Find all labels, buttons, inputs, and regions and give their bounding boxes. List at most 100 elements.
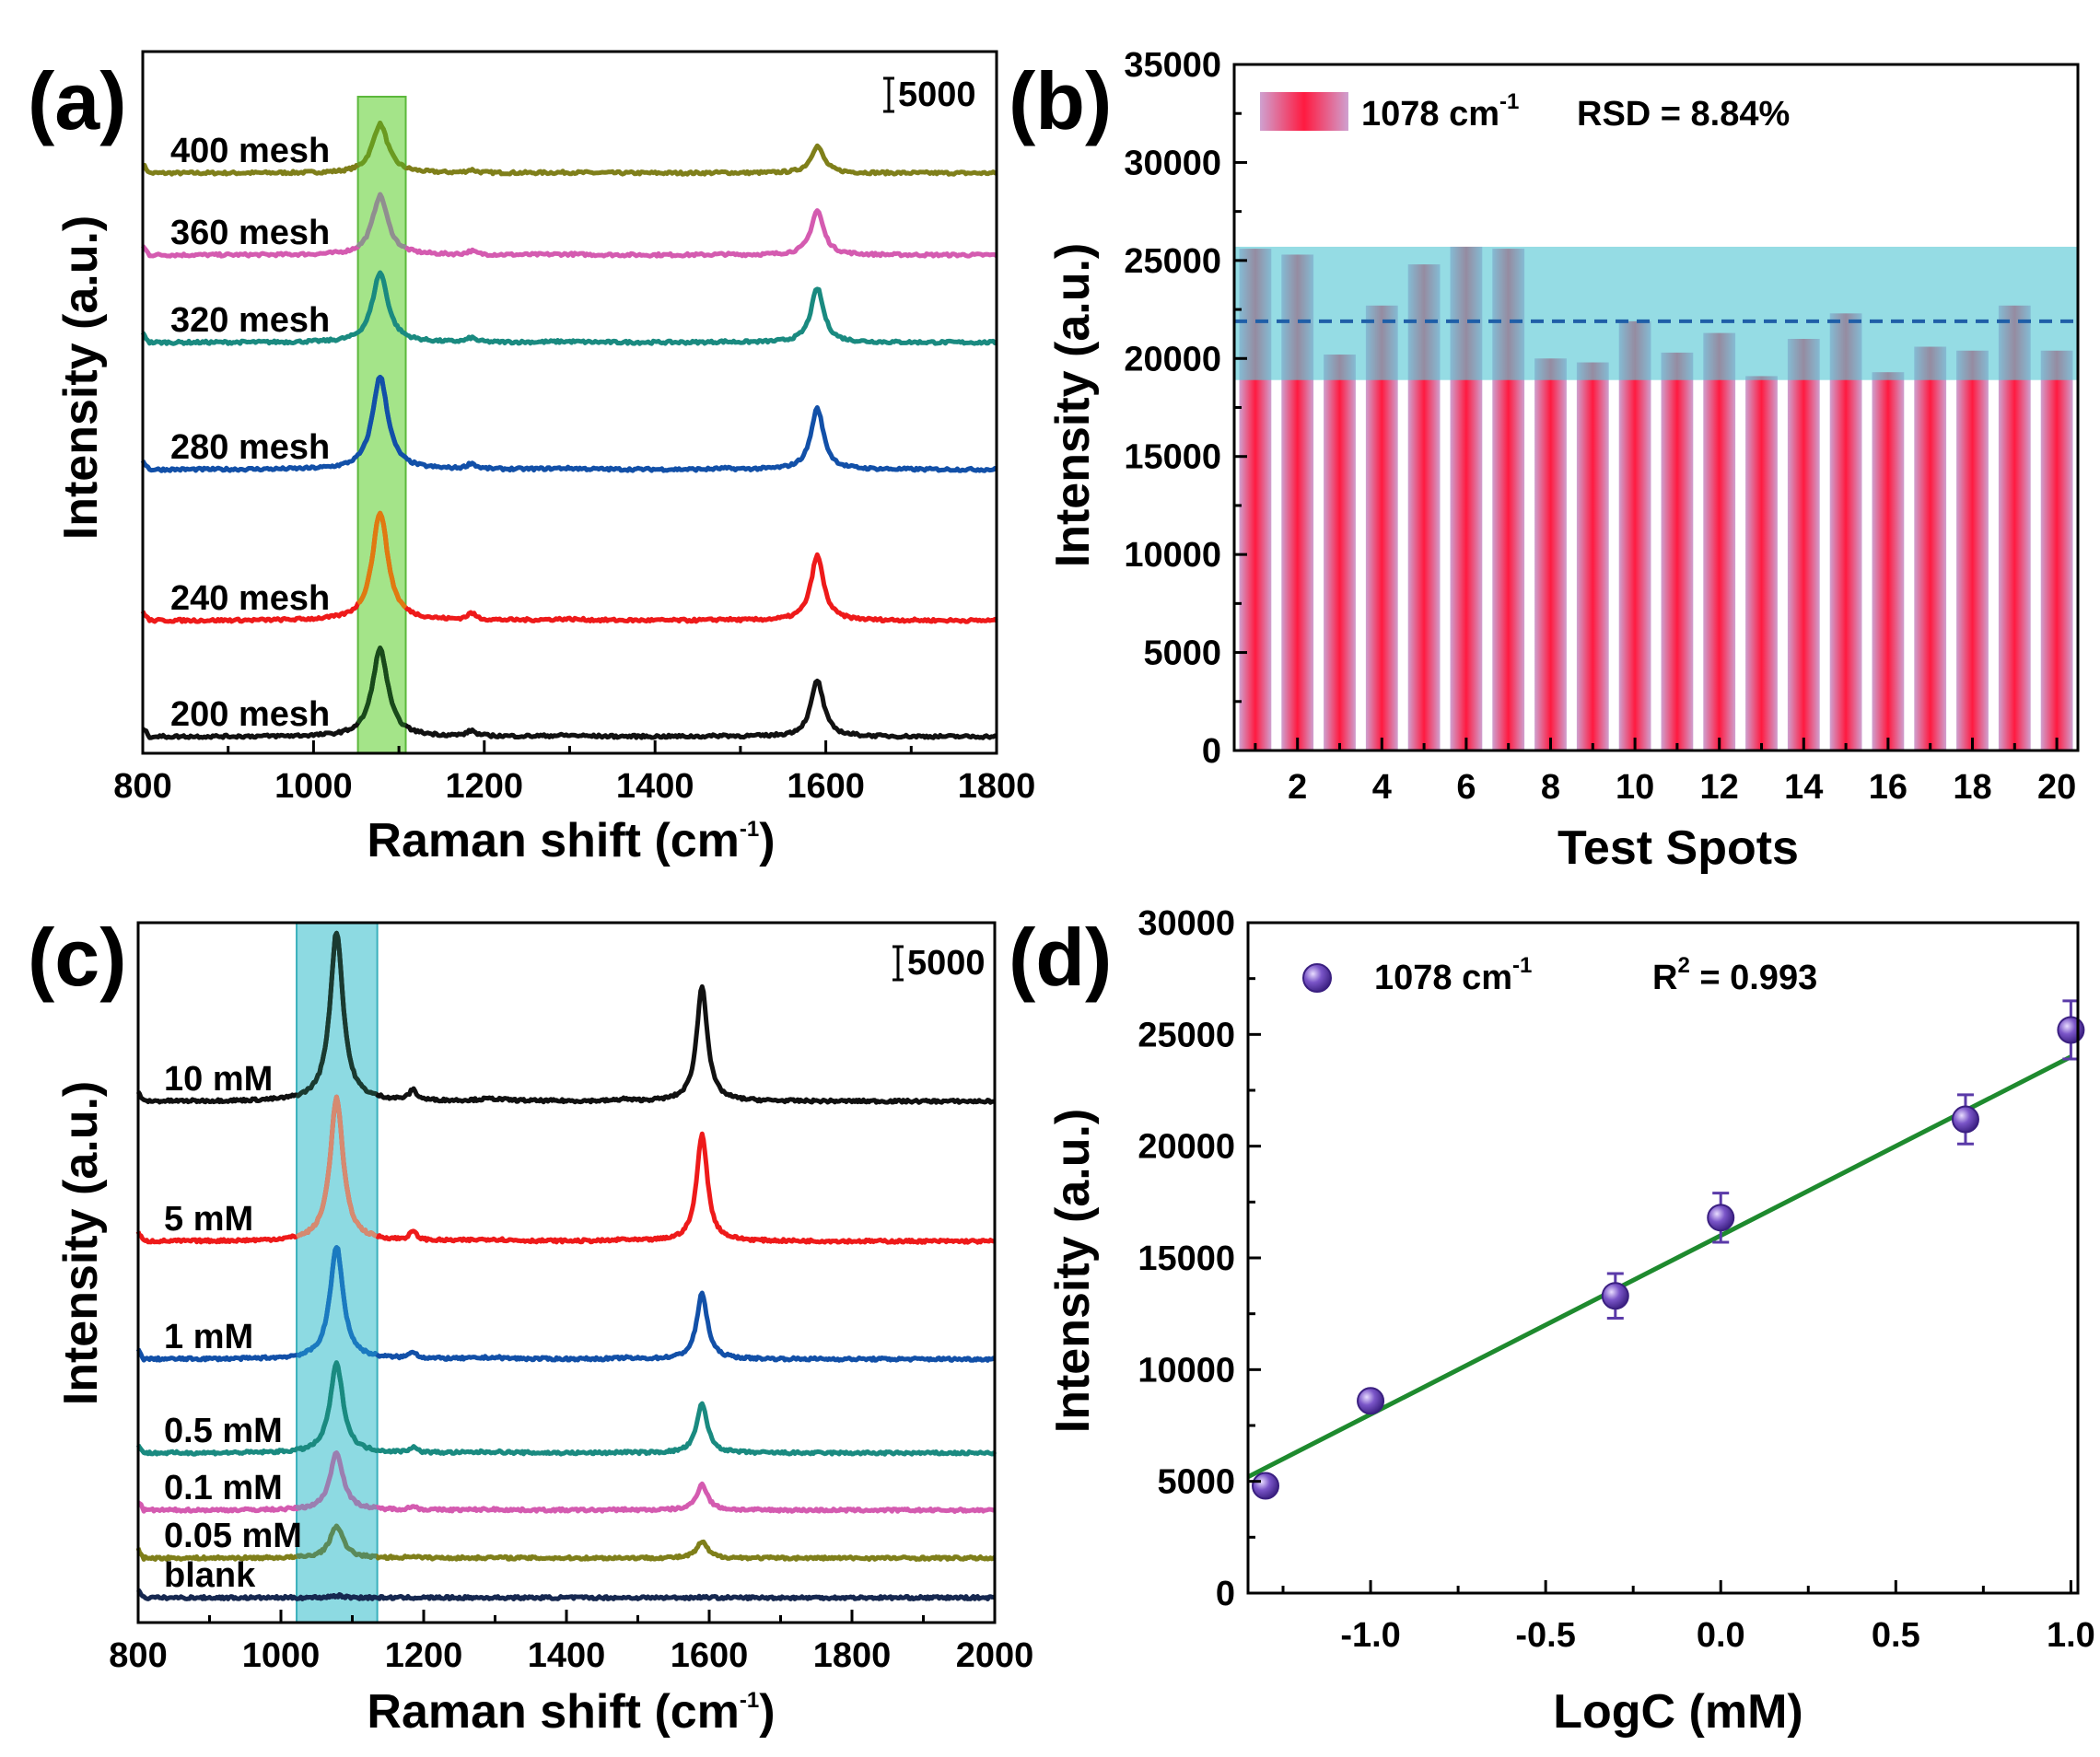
panel-d-points	[1252, 999, 2085, 1500]
spectrum-peak-highlight-3	[296, 1360, 378, 1453]
panel-a-y-axis-title: Intensity (a.u.)	[54, 215, 108, 540]
trace-label-1: 5 mM	[164, 1200, 253, 1239]
bar-spot-13	[1745, 376, 1778, 751]
panel-c-scale-bar: 5000	[892, 944, 986, 983]
spectrum-peak-highlight-2	[296, 1245, 379, 1358]
spectrum-peak-highlight-1	[356, 192, 407, 250]
x-tick-label: 1200	[446, 767, 524, 806]
bar-spot-3	[1324, 355, 1356, 751]
panel-a-highlight-band	[356, 96, 407, 754]
y-tick-label: 5000	[1143, 634, 1221, 673]
y-tick-label: 25000	[1124, 242, 1221, 281]
bar-spot-20	[2040, 350, 2073, 751]
x-tick-label: 14	[1784, 768, 1823, 807]
trace-label-5: 200 mesh	[170, 695, 330, 734]
trace-label-2: 1 mM	[164, 1318, 253, 1356]
panel-c-highlight-band	[296, 922, 379, 1623]
panel-b-y-ticks: 0 5000 10000 15000 20000 25000 30000 35000	[1124, 46, 1247, 771]
x-tick-label: 1400	[528, 1636, 606, 1675]
data-point-3	[1707, 1204, 1735, 1232]
trace-label-4: 240 mesh	[170, 579, 330, 618]
panel-b-legend: 1078 cm-1 RSD = 8.84%	[1260, 89, 1790, 134]
x-tick-label: 12	[1700, 768, 1739, 807]
y-tick-label: 35000	[1124, 46, 1221, 85]
y-tick-label: 10000	[1138, 1351, 1235, 1390]
panel-d-x-axis-title: LogC (mM)	[1553, 1685, 1802, 1739]
x-tick-label: 1800	[813, 1636, 892, 1675]
panel-b-legend-swatch	[1260, 92, 1348, 131]
y-tick-label: 20000	[1138, 1128, 1235, 1167]
trace-label-2: 320 mesh	[170, 301, 330, 340]
data-point-2	[1601, 1282, 1629, 1310]
y-tick-label: 0	[1202, 732, 1221, 771]
bar-spot-15	[1829, 313, 1862, 751]
panel-a-traces	[140, 121, 998, 740]
panel-a: (a) 400 mesh 360 mesh 320 mesh 280 mesh 240 …	[28, 50, 1035, 867]
panel-b-x-axis-title: Test Spots	[1558, 821, 1799, 875]
panel-d-y-ticks: 0 5000 10000 15000 20000 25000 30000	[1138, 904, 1261, 1613]
spectrum-trace-3	[140, 375, 998, 473]
x-tick-label: 1.0	[2047, 1616, 2095, 1655]
panel-b-plot-frame	[1232, 63, 2080, 752]
panel-a-scale-bar-value: 5000	[898, 76, 976, 114]
spectrum-peak-highlight-6	[296, 1592, 378, 1601]
x-tick-label: 800	[113, 767, 171, 806]
x-tick-label: 1000	[242, 1636, 321, 1675]
bar-spot-14	[1787, 339, 1820, 751]
panel-d-x-ticks: -1.0 -0.5 0.0 0.5 1.0	[1281, 1580, 2095, 1655]
y-tick-label: 15000	[1124, 438, 1221, 477]
spectrum-trace-5	[141, 646, 998, 740]
spectrum-peak-highlight-5	[356, 646, 407, 728]
panel-d-fit-line	[1246, 1054, 2072, 1480]
trace-label-3: 280 mesh	[170, 428, 330, 467]
panel-c: (c) 10 mM 5 mM 1 mM 0.5 mM 0.1 mM 0.05 mMblan…	[28, 912, 1033, 1739]
x-tick-label: 4	[1372, 768, 1392, 807]
panel-c-y-axis-title: Intensity (a.u.)	[54, 1081, 108, 1405]
panel-a-scale-bar: 5000	[883, 76, 976, 114]
x-tick-label: 1000	[274, 767, 353, 806]
spectrum-trace-0	[142, 121, 998, 177]
x-tick-label: 1400	[616, 767, 694, 806]
panel-d-legend-marker	[1302, 963, 1332, 993]
x-tick-label: 1200	[385, 1636, 463, 1675]
trace-label-3: 0.5 mM	[164, 1412, 283, 1450]
spectrum-trace-2	[135, 1245, 997, 1363]
y-tick-label: 30000	[1124, 144, 1221, 182]
panel-c-x-ticks: 800 1000 1200 1400 1600 1800 2000	[109, 1610, 1033, 1675]
panel-d-legend-label: 1078 cm-1	[1374, 953, 1532, 997]
panel-d: (d) 1078 cm-1 R2 = 0.993 0 5000 10000 15000…	[1009, 904, 2095, 1739]
panel-b-y-axis-title: Intensity (a.u.)	[1046, 243, 1100, 567]
bar-spot-8	[1534, 358, 1567, 751]
spectrum-trace-3	[135, 1360, 998, 1457]
panel-b-x-ticks: 2 4 6 8 10 12 14 16 18 20	[1254, 738, 2076, 807]
trace-label-0: 400 mesh	[170, 132, 330, 170]
panel-d-label: (d)	[1009, 912, 1112, 1003]
spectrum-peak-highlight-0	[356, 121, 407, 170]
bar-spot-11	[1661, 352, 1694, 751]
data-point-1	[1357, 1387, 1385, 1415]
panel-b-label: (b)	[1009, 55, 1112, 146]
panel-a-x-axis-title: Raman shift (cm-1)	[367, 814, 775, 867]
spectrum-peak-highlight-0	[295, 930, 378, 1099]
x-tick-label: 6	[1456, 768, 1476, 807]
panel-b-rsd-band	[1234, 246, 2078, 380]
panel-d-y-axis-title: Intensity (a.u.)	[1046, 1109, 1100, 1433]
x-tick-label: 2000	[956, 1636, 1034, 1675]
panel-c-x-axis-title: Raman shift (cm-1)	[367, 1685, 775, 1739]
bar-spot-12	[1703, 332, 1736, 751]
spectrum-peak-highlight-4	[295, 1450, 378, 1511]
bar-spot-9	[1576, 362, 1609, 751]
panel-a-x-ticks: 800 1000 1200 1400 1600 1800	[113, 740, 1035, 806]
trace-label-0: 10 mM	[164, 1060, 273, 1099]
x-tick-label: 20	[2037, 768, 2076, 807]
bar-spot-16	[1872, 372, 1905, 751]
data-point-5	[2057, 1016, 2085, 1044]
spectrum-peak-highlight-1	[296, 1094, 378, 1239]
trace-label-1: 360 mesh	[170, 214, 330, 252]
spectrum-trace-1	[135, 1094, 996, 1245]
trace-label-6: blank	[164, 1556, 256, 1595]
y-tick-label: 10000	[1124, 536, 1221, 575]
x-tick-label: 18	[1953, 768, 1991, 807]
data-point-4	[1951, 1105, 1979, 1134]
